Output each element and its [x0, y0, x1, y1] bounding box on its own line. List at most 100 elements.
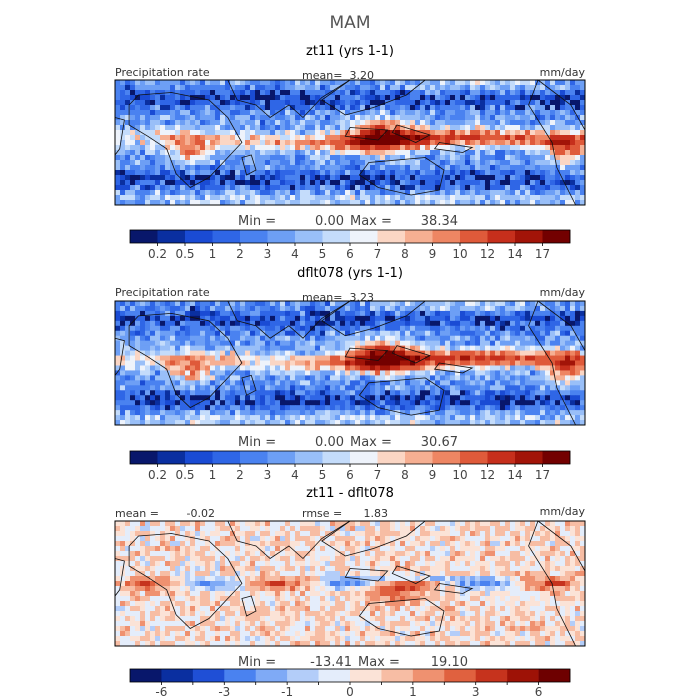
map-cell — [185, 320, 191, 327]
map-cell — [405, 315, 411, 322]
map-cell — [550, 330, 556, 337]
map-cell — [425, 335, 431, 342]
map-cell — [140, 200, 146, 206]
map-cell — [530, 301, 536, 307]
map-cell — [440, 345, 446, 351]
map-cell — [430, 410, 436, 416]
map-cell — [505, 360, 511, 366]
map-cell — [400, 385, 406, 391]
map-cell — [450, 130, 456, 136]
map-cell — [390, 135, 396, 141]
map-cell — [530, 310, 536, 317]
map-cell — [285, 80, 291, 86]
map-cell — [195, 150, 201, 156]
map-cell — [275, 195, 281, 201]
map-cell — [485, 410, 491, 416]
map-cell — [295, 115, 301, 121]
map-cell — [565, 335, 571, 342]
map-cell — [245, 325, 251, 332]
map-cell — [235, 365, 241, 371]
map-cell — [180, 360, 186, 366]
map-cell — [555, 320, 561, 327]
map-cell — [155, 320, 161, 327]
map-cell — [425, 345, 431, 351]
map-cell — [500, 80, 506, 86]
map-cell — [570, 350, 576, 356]
map-cell — [245, 125, 251, 131]
map-cell — [355, 190, 361, 196]
map-cell — [340, 175, 346, 181]
map-cell — [580, 400, 586, 406]
map-cell — [255, 315, 261, 322]
map-cell — [240, 365, 246, 371]
map-cell — [425, 521, 431, 527]
map-cell — [540, 80, 546, 86]
map-cell — [435, 405, 441, 411]
map-cell — [505, 305, 511, 312]
map-cell — [415, 370, 421, 376]
map-cell — [210, 145, 216, 151]
map-cell — [350, 195, 356, 201]
map-cell — [550, 390, 556, 396]
map-cell — [460, 190, 466, 196]
map-cell — [375, 380, 381, 386]
map-cell — [200, 410, 206, 416]
map-cell — [545, 100, 551, 106]
map-cell — [315, 385, 321, 391]
map-cell — [320, 80, 326, 86]
map-cell — [560, 360, 566, 366]
map-cell — [230, 415, 236, 421]
map-cell — [185, 350, 191, 356]
map-cell — [240, 95, 246, 101]
map-cell — [145, 140, 151, 146]
map-cell — [440, 145, 446, 151]
map-cell — [450, 395, 456, 401]
map-cell — [195, 170, 201, 176]
map-cell — [250, 310, 256, 317]
map-cell — [120, 85, 126, 91]
rmse-value: 1.83 — [364, 507, 389, 520]
map-cell — [190, 145, 196, 151]
map-cell — [315, 95, 321, 101]
map-cell — [495, 90, 501, 96]
map-cell — [530, 140, 536, 146]
map-cell — [505, 160, 511, 166]
map-cell — [190, 195, 196, 201]
map-cell — [185, 120, 191, 126]
map-cell — [215, 95, 221, 101]
map-cell — [570, 375, 576, 381]
map-cell — [165, 95, 171, 101]
map-cell — [545, 335, 551, 342]
map-cell — [215, 120, 221, 126]
map-cell — [220, 125, 226, 131]
map-cell — [505, 200, 511, 206]
map-cell — [515, 115, 521, 121]
map-cell — [115, 310, 121, 317]
map-cell — [370, 380, 376, 386]
map-cell — [470, 400, 476, 406]
map-cell — [430, 305, 436, 312]
map-cell — [570, 335, 576, 342]
map-cell — [190, 410, 196, 416]
map-cell — [400, 170, 406, 176]
map-cell — [255, 325, 261, 332]
map-cell — [295, 150, 301, 156]
map-cell — [520, 200, 526, 206]
map-cell — [280, 375, 286, 381]
map-cell — [250, 180, 256, 186]
map-cell — [560, 400, 566, 406]
map-cell — [255, 175, 261, 181]
map-cell — [450, 305, 456, 312]
map-cell — [315, 350, 321, 356]
map-cell — [490, 110, 496, 116]
map-cell — [360, 90, 366, 96]
map-cell — [520, 135, 526, 141]
map-cell — [565, 375, 571, 381]
map-cell — [425, 355, 431, 361]
map-cell — [515, 345, 521, 351]
map-cell — [175, 165, 181, 171]
map-cell — [570, 305, 576, 312]
map-cell — [535, 125, 541, 131]
map-cell — [570, 85, 576, 91]
map-cell — [405, 115, 411, 121]
